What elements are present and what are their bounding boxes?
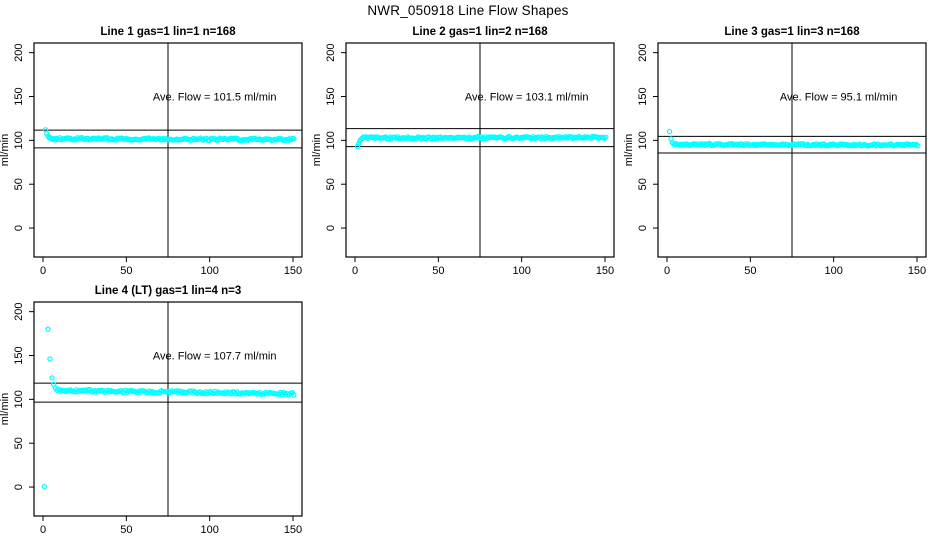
x-tick-label: 100: [200, 265, 218, 277]
subplot-canvas: Line 1 gas=1 lin=1 n=168 0 50 100 150 0 50 100 1…: [0, 26, 303, 277]
x-tick-label: 150: [596, 265, 614, 277]
data-point: [49, 375, 55, 381]
x-tick-label: 0: [40, 265, 46, 277]
data-points: [354, 133, 609, 150]
data-point: [45, 326, 51, 332]
subplot-title: Line 2 gas=1 lin=2 n=168: [412, 26, 548, 38]
data-point: [291, 136, 297, 142]
x-tick-label: 100: [824, 265, 842, 277]
x-tick-label: 150: [284, 524, 302, 536]
data-point: [666, 128, 673, 135]
ave-flow-annotation: Ave. Flow = 107.7 ml/min: [153, 351, 277, 363]
y-tick-label: 200: [637, 43, 649, 61]
data-point: [915, 143, 921, 149]
x-tick-label: 150: [908, 265, 926, 277]
data-point: [356, 141, 362, 147]
y-tick-label: 200: [13, 302, 25, 320]
y-tick-label: 200: [325, 43, 337, 61]
subplot-title: Line 3 gas=1 lin=3 n=168: [724, 26, 860, 38]
x-tick-label: 50: [120, 265, 132, 277]
y-axis-label: ml/min: [312, 134, 323, 166]
x-tick-label: 0: [40, 524, 46, 536]
x-tick-label: 150: [284, 265, 302, 277]
y-tick-label: 100: [13, 131, 25, 149]
x-tick-label: 100: [512, 265, 530, 277]
y-tick-label: 0: [325, 225, 337, 231]
subplot-cell: Line 1 gas=1 lin=1 n=168 0 50 100 150 0 50 100 1…: [0, 21, 312, 280]
subplot-canvas: Line 4 (LT) gas=1 lin=4 n=3 0 50 100 150 0 50 1…: [0, 285, 303, 536]
y-axis-label: ml/min: [0, 134, 11, 166]
y-tick-label: 150: [13, 346, 25, 364]
data-point: [291, 392, 297, 398]
data-point: [354, 143, 361, 150]
subplot-title: Line 4 (LT) gas=1 lin=4 n=3: [95, 285, 241, 297]
y-axis-label: ml/min: [624, 134, 635, 166]
subplot-title: Line 1 gas=1 lin=1 n=168: [100, 26, 236, 38]
x-tick-label: 0: [352, 265, 358, 277]
subplot-canvas: Line 2 gas=1 lin=2 n=168 0 50 100 150 0 50 100 1…: [311, 26, 615, 277]
x-tick-label: 0: [664, 265, 670, 277]
data-point: [603, 134, 609, 141]
y-tick-label: 0: [13, 225, 25, 231]
y-tick-label: 50: [637, 178, 649, 190]
y-axis-label: ml/min: [0, 393, 11, 425]
y-tick-label: 0: [13, 484, 25, 490]
y-tick-label: 150: [325, 87, 337, 105]
y-tick-label: 50: [13, 437, 25, 449]
subplot-cell: Line 3 gas=1 lin=3 n=168 0 50 100 150 0 50 100 1…: [623, 21, 936, 280]
ave-flow-annotation: Ave. Flow = 95.1 ml/min: [780, 92, 897, 104]
x-tick-label: 50: [120, 524, 132, 536]
subplot-cell: Line 2 gas=1 lin=2 n=168 0 50 100 150 0 50 100 1…: [311, 21, 624, 280]
figure-title: NWR_050918 Line Flow Shapes: [367, 3, 569, 18]
y-tick-label: 100: [637, 131, 649, 149]
x-tick-label: 50: [744, 265, 756, 277]
subplot-cell: Line 4 (LT) gas=1 lin=4 n=3 0 50 100 150 0 50 1…: [0, 280, 312, 539]
x-tick-label: 50: [432, 265, 444, 277]
y-tick-label: 100: [325, 131, 337, 149]
data-points: [41, 326, 297, 490]
y-tick-label: 150: [637, 87, 649, 105]
y-tick-label: 50: [325, 178, 337, 190]
ave-flow-annotation: Ave. Flow = 101.5 ml/min: [153, 92, 277, 104]
y-tick-label: 100: [13, 390, 25, 408]
subplot-canvas: Line 3 gas=1 lin=3 n=168 0 50 100 150 0 50 100 1…: [623, 26, 927, 277]
y-tick-label: 150: [13, 87, 25, 105]
y-tick-label: 200: [13, 43, 25, 61]
ave-flow-annotation: Ave. Flow = 103.1 ml/min: [465, 92, 589, 104]
x-tick-label: 100: [200, 524, 218, 536]
y-tick-label: 0: [637, 225, 649, 231]
data-points: [42, 127, 297, 144]
y-tick-label: 50: [13, 178, 25, 190]
data-points: [666, 128, 921, 149]
data-point: [41, 483, 48, 490]
data-point: [47, 356, 53, 362]
